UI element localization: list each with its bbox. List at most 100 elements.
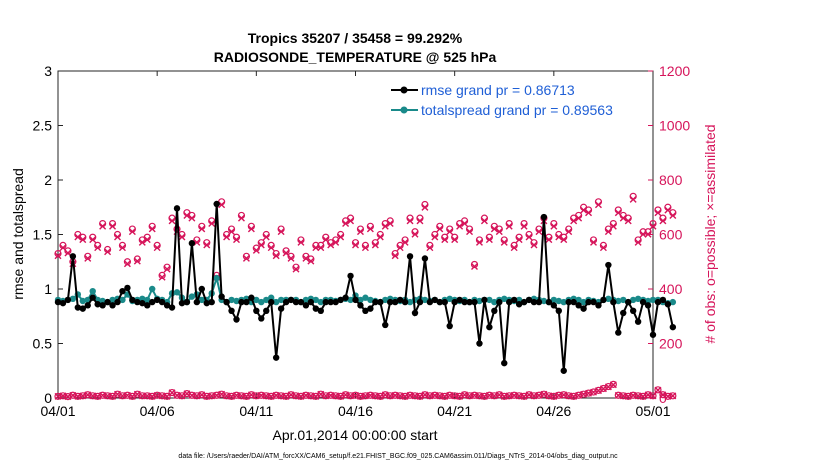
y-left-tick-label: 1 <box>44 281 52 297</box>
obs-possible-point <box>465 392 474 400</box>
series-point <box>238 298 245 306</box>
obs-assimilated-point <box>257 241 265 249</box>
series-point <box>590 298 597 306</box>
series-point <box>357 302 364 309</box>
obs-possible-point <box>89 392 97 400</box>
series-point <box>168 304 176 311</box>
series-point <box>302 302 310 309</box>
y-right-tick-label: 800 <box>659 172 683 188</box>
obs-possible-point <box>614 391 622 399</box>
obs-assimilated-point <box>208 220 216 228</box>
obs-possible-point <box>252 392 260 400</box>
series-point <box>560 367 567 374</box>
obs-possible-point <box>307 392 315 400</box>
obs-possible-point <box>257 391 265 399</box>
series-point <box>277 305 285 312</box>
series-point <box>654 298 662 306</box>
series-point <box>605 261 612 269</box>
obs-possible-point <box>153 391 161 399</box>
series-point <box>659 296 667 304</box>
obs-possible-point <box>565 392 573 400</box>
series-point <box>258 298 265 306</box>
obs-assimilated-point <box>114 233 121 241</box>
obs-possible-point <box>346 392 355 400</box>
obs-possible-point <box>649 392 657 400</box>
series-point <box>615 297 622 305</box>
x-axis-label: Apr.01,2014 00:00:00 start <box>272 427 437 443</box>
obs-assimilated-point <box>500 238 508 246</box>
obs-possible-point <box>138 392 146 400</box>
obs-assimilated-point <box>401 238 409 246</box>
obs-possible-point <box>371 392 379 400</box>
obs-possible-point <box>470 260 479 269</box>
obs-possible-point <box>470 391 479 399</box>
series-point <box>382 296 389 304</box>
obs-assimilated-point <box>332 238 340 246</box>
obs-possible-point <box>426 392 434 400</box>
obs-assimilated-point <box>168 217 176 225</box>
obs-assimilated-point <box>297 238 305 246</box>
series-point <box>228 296 235 304</box>
obs-assimilated-point <box>79 236 87 244</box>
series-point <box>79 305 86 312</box>
obs-assimilated-point <box>466 228 474 236</box>
obs-assimilated-point <box>233 236 240 244</box>
series-point <box>124 284 131 292</box>
series-point <box>634 318 642 325</box>
series-point <box>466 298 473 306</box>
obs-assimilated-point <box>228 228 236 236</box>
obs-assimilated-point <box>163 265 171 273</box>
series-point <box>228 307 235 314</box>
series-point <box>649 331 657 338</box>
series-point <box>188 293 196 300</box>
obs-assimilated-point <box>644 230 652 238</box>
obs-possible-point <box>396 392 404 400</box>
obs-assimilated-point <box>376 233 384 241</box>
series-point <box>362 294 369 301</box>
series-point <box>506 298 513 306</box>
obs-assimilated-point <box>123 260 131 268</box>
obs-possible-point <box>292 263 300 271</box>
y-right-tick-label: 600 <box>659 227 683 243</box>
series-point <box>426 298 434 306</box>
obs-possible-point <box>173 391 181 399</box>
series-point <box>337 296 344 304</box>
obs-possible-point <box>158 271 166 279</box>
obs-possible-point <box>431 391 439 399</box>
obs-assimilated-point <box>480 217 488 225</box>
series-point <box>367 305 374 312</box>
obs-possible-point <box>277 392 285 400</box>
series-point <box>520 298 528 306</box>
series-point <box>416 298 424 306</box>
obs-assimilated-point <box>431 233 439 241</box>
obs-assimilated-point <box>530 241 538 249</box>
obs-assimilated-point <box>510 244 518 252</box>
obs-assimilated-point <box>426 244 434 252</box>
obs-assimilated-point <box>99 222 107 230</box>
x-tick-label: 05/01 <box>635 403 670 419</box>
obs-assimilated-point <box>634 238 642 246</box>
obs-possible-point <box>54 392 62 400</box>
series-point <box>535 298 543 306</box>
chart-title-line2: RADIOSONDE_TEMPERATURE @ 525 hPa <box>214 49 497 65</box>
obs-assimilated-point <box>252 246 260 254</box>
obs-assimilated-point <box>406 217 414 225</box>
series-point <box>277 296 285 304</box>
obs-assimilated-point <box>178 233 186 241</box>
obs-assimilated-point <box>416 217 424 225</box>
y-left-tick-label: 3 <box>44 63 52 79</box>
series-point <box>580 298 587 306</box>
obs-assimilated-point <box>198 225 206 233</box>
series-point <box>501 295 508 303</box>
y-left-axis-label: rmse and totalspread <box>10 168 26 300</box>
plot-area <box>57 70 654 399</box>
obs-assimilated-point <box>203 241 211 249</box>
series-point <box>253 307 260 314</box>
obs-possible-point <box>609 380 617 388</box>
obs-assimilated-point <box>609 381 617 389</box>
obs-possible-point <box>485 391 493 399</box>
series-point <box>387 298 394 306</box>
series-point <box>153 296 161 304</box>
obs-assimilated-point <box>485 236 493 244</box>
